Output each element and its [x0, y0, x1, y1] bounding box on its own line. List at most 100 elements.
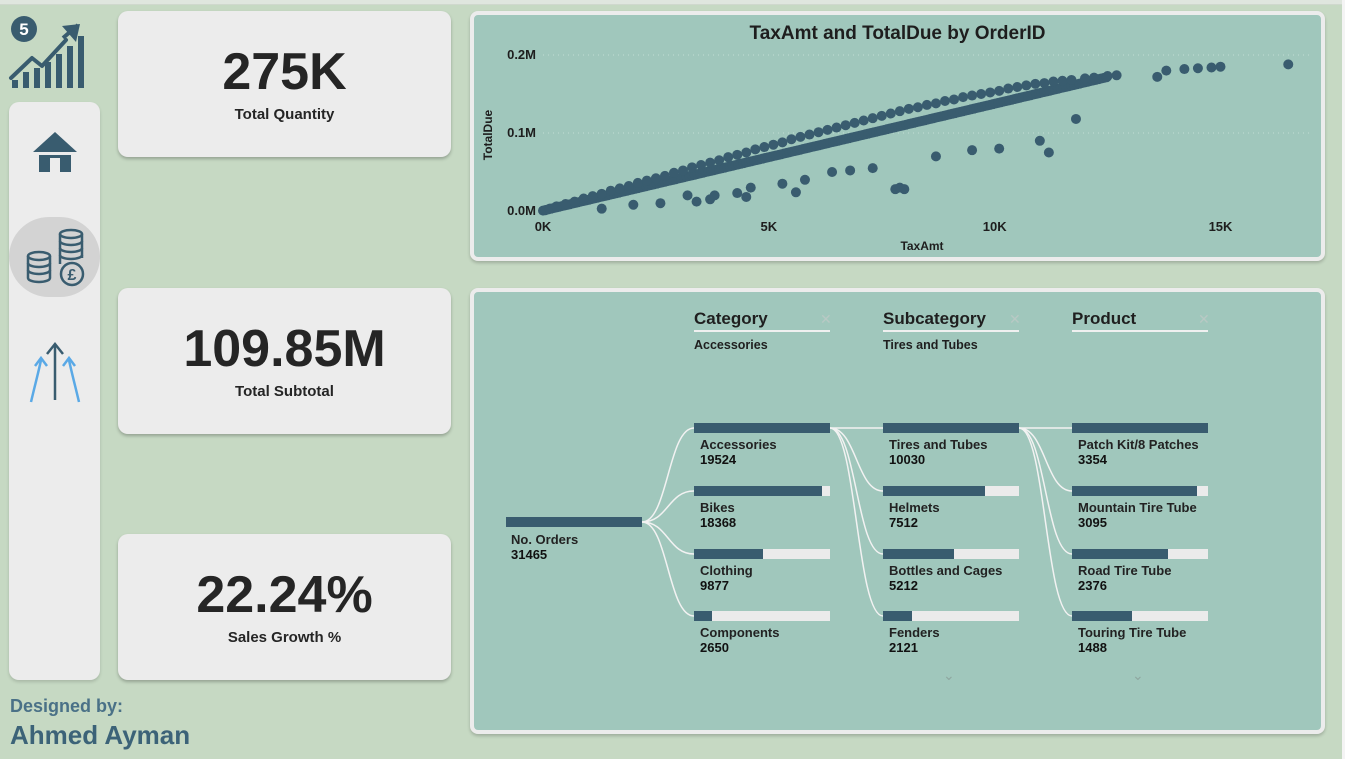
- scatter-point[interactable]: [930, 98, 941, 109]
- scatter-point[interactable]: [985, 87, 996, 98]
- scatter-point[interactable]: [994, 85, 1005, 96]
- scatter-point[interactable]: [655, 198, 666, 209]
- scatter-chart-panel[interactable]: TaxAmt and TotalDue by OrderID 0.0M 0.1M 0…: [470, 11, 1325, 261]
- scatter-point[interactable]: [867, 113, 878, 124]
- node-bar[interactable]: [883, 423, 1019, 433]
- scatter-point[interactable]: [777, 178, 788, 189]
- scatter-point[interactable]: [976, 89, 987, 99]
- scatter-point[interactable]: [921, 99, 932, 110]
- scatter-point[interactable]: [858, 115, 869, 126]
- scatter-point[interactable]: [827, 167, 838, 177]
- node-bar[interactable]: [694, 486, 830, 496]
- scatter-point[interactable]: [795, 131, 806, 142]
- scatter-point[interactable]: [799, 174, 810, 185]
- scatter-point[interactable]: [1111, 70, 1122, 81]
- scatter-point[interactable]: [732, 188, 743, 199]
- scatter-point[interactable]: [867, 163, 878, 174]
- scatter-point[interactable]: [691, 196, 702, 207]
- scatter-point[interactable]: [777, 137, 788, 148]
- scatter-point[interactable]: [759, 142, 770, 153]
- scatter-point[interactable]: [551, 201, 562, 212]
- scatter-point[interactable]: [845, 165, 856, 176]
- node-bar[interactable]: [883, 611, 1019, 621]
- level-header[interactable]: Product: [1072, 309, 1137, 328]
- scatter-point[interactable]: [1089, 72, 1100, 83]
- scatter-point[interactable]: [659, 170, 670, 181]
- scatter-point[interactable]: [560, 198, 571, 209]
- scatter-point[interactable]: [750, 144, 761, 155]
- scatter-point[interactable]: [714, 155, 725, 166]
- scatter-point[interactable]: [822, 124, 833, 135]
- scatter-point[interactable]: [723, 152, 734, 163]
- scatter-point[interactable]: [939, 96, 950, 107]
- nav-growth-button[interactable]: [9, 337, 100, 407]
- scatter-point[interactable]: [1206, 62, 1217, 73]
- node-bar[interactable]: [883, 486, 1019, 496]
- scroll-down-chevron-icon[interactable]: ⌄: [943, 667, 955, 683]
- scatter-point[interactable]: [958, 92, 969, 103]
- scatter-point[interactable]: [912, 102, 923, 113]
- scatter-point[interactable]: [682, 190, 693, 201]
- scatter-point[interactable]: [1021, 80, 1032, 91]
- scatter-point[interactable]: [1048, 76, 1059, 87]
- nav-home-button[interactable]: [9, 122, 100, 182]
- scatter-point[interactable]: [903, 103, 914, 114]
- scatter-point[interactable]: [786, 134, 797, 145]
- scatter-point[interactable]: [745, 182, 756, 193]
- node-bar[interactable]: [694, 549, 830, 559]
- scatter-point[interactable]: [899, 184, 910, 195]
- scatter-point[interactable]: [628, 199, 639, 210]
- level-header[interactable]: Subcategory: [883, 309, 986, 328]
- scatter-point[interactable]: [587, 191, 598, 202]
- node-bar[interactable]: [1072, 549, 1208, 559]
- scatter-point[interactable]: [632, 177, 643, 188]
- scatter-point[interactable]: [831, 122, 842, 133]
- scatter-point[interactable]: [650, 173, 661, 184]
- level-header[interactable]: Category: [694, 309, 768, 328]
- scatter-point[interactable]: [967, 145, 978, 156]
- scatter-point[interactable]: [840, 120, 851, 131]
- node-bar[interactable]: [694, 423, 830, 433]
- scatter-point[interactable]: [741, 191, 752, 202]
- scatter-point[interactable]: [705, 157, 716, 168]
- scatter-point[interactable]: [1034, 135, 1045, 146]
- nav-sales-button[interactable]: £: [9, 217, 100, 297]
- scatter-point[interactable]: [1179, 64, 1190, 75]
- node-bar[interactable]: [1072, 486, 1208, 496]
- scatter-point[interactable]: [578, 193, 589, 204]
- scatter-point[interactable]: [605, 185, 616, 196]
- scatter-point[interactable]: [1066, 74, 1077, 85]
- clear-level-close-icon[interactable]: ✕: [1009, 311, 1021, 327]
- scatter-point[interactable]: [623, 181, 634, 192]
- scatter-point[interactable]: [696, 159, 707, 170]
- scatter-point[interactable]: [1003, 83, 1014, 94]
- scatter-point[interactable]: [596, 188, 607, 199]
- scatter-point[interactable]: [1283, 59, 1294, 70]
- node-bar[interactable]: [1072, 611, 1208, 621]
- scatter-point[interactable]: [569, 196, 580, 207]
- clear-level-close-icon[interactable]: ✕: [1198, 311, 1210, 327]
- scatter-point[interactable]: [687, 162, 698, 173]
- clear-level-close-icon[interactable]: ✕: [820, 311, 832, 327]
- scatter-point[interactable]: [1057, 75, 1068, 86]
- scatter-point[interactable]: [1161, 65, 1172, 76]
- node-bar[interactable]: [694, 611, 830, 621]
- scatter-point[interactable]: [804, 129, 815, 140]
- scatter-point[interactable]: [1152, 71, 1163, 82]
- scatter-point[interactable]: [967, 90, 978, 101]
- scatter-point[interactable]: [876, 110, 887, 121]
- scatter-point[interactable]: [994, 143, 1005, 154]
- scatter-point[interactable]: [1192, 63, 1203, 74]
- scatter-point[interactable]: [813, 127, 824, 138]
- scatter-point[interactable]: [709, 190, 720, 201]
- scatter-point[interactable]: [949, 94, 960, 105]
- scatter-point[interactable]: [1043, 147, 1054, 158]
- scatter-point[interactable]: [790, 187, 801, 198]
- scatter-point[interactable]: [1215, 61, 1226, 72]
- root-bar[interactable]: [506, 517, 642, 527]
- scatter-point[interactable]: [641, 175, 652, 186]
- node-bar[interactable]: [883, 549, 1019, 559]
- scatter-plot[interactable]: 0.0M 0.1M 0.2M 0K 5K 10K 15K TaxAmt TotalDue: [474, 15, 1321, 257]
- node-bar[interactable]: [1072, 423, 1208, 433]
- scatter-point[interactable]: [1039, 78, 1050, 89]
